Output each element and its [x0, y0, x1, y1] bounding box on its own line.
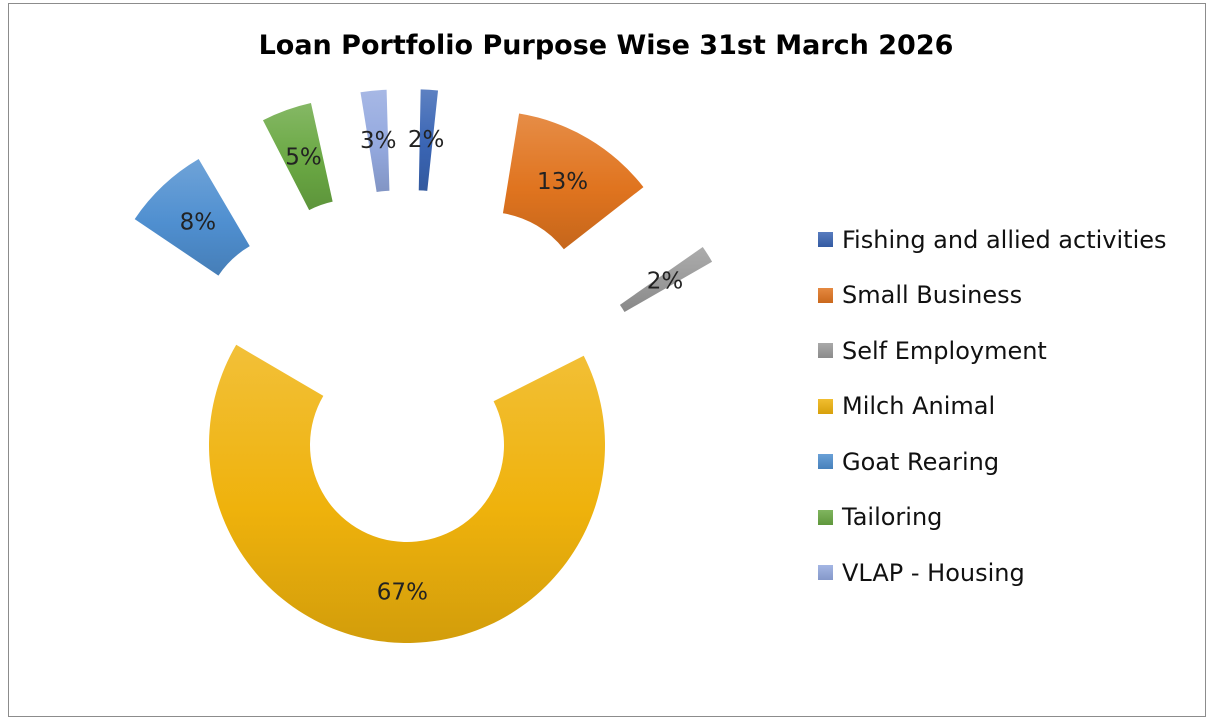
- legend-item: Goat Rearing: [818, 434, 1167, 490]
- legend-label: Goat Rearing: [842, 447, 1000, 476]
- legend-item: Tailoring: [818, 490, 1167, 546]
- donut-slice-self-employment: [619, 246, 713, 313]
- legend-swatch: [818, 232, 833, 248]
- legend-label: Small Business: [842, 281, 1023, 310]
- data-label-vlap-housing: 3%: [360, 128, 397, 154]
- donut-slice-small-business: [502, 113, 644, 250]
- legend-item: Milch Animal: [818, 379, 1167, 435]
- legend-item: Small Business: [818, 268, 1167, 324]
- legend-swatch: [818, 287, 833, 303]
- donut-slice-tailoring: [262, 102, 333, 211]
- data-label-tailoring: 5%: [285, 145, 322, 171]
- data-label-small-business: 13%: [537, 169, 588, 195]
- chart-legend: Fishing and allied activities Small Busin…: [818, 212, 1167, 601]
- chart-frame: [8, 3, 1206, 717]
- legend-label: Fishing and allied activities: [842, 225, 1167, 254]
- donut-slice-fishing-and-allied-activities: [418, 89, 439, 191]
- data-label-fishing-and-allied-activities: 2%: [408, 127, 445, 153]
- legend-swatch: [818, 343, 833, 359]
- legend-item: Self Employment: [818, 323, 1167, 379]
- donut-slice-milch-animal: [208, 344, 605, 644]
- legend-swatch: [818, 398, 833, 414]
- legend-item: Fishing and allied activities: [818, 212, 1167, 268]
- legend-swatch: [818, 454, 833, 470]
- legend-label: Milch Animal: [842, 392, 996, 421]
- legend-swatch: [818, 565, 833, 581]
- data-label-goat-rearing: 8%: [180, 209, 217, 235]
- data-label-self-employment: 2%: [647, 268, 684, 294]
- donut-slice-vlap-housing: [360, 89, 390, 192]
- legend-label: VLAP - Housing: [842, 558, 1025, 587]
- legend-label: Self Employment: [842, 336, 1047, 365]
- data-label-milch-animal: 67%: [377, 579, 428, 605]
- chart-title: Loan Portfolio Purpose Wise 31st March 2…: [258, 30, 954, 61]
- legend-label: Tailoring: [842, 503, 943, 532]
- legend-swatch: [818, 509, 833, 525]
- legend-item: VLAP - Housing: [818, 545, 1167, 601]
- donut-slice-goat-rearing: [134, 159, 250, 276]
